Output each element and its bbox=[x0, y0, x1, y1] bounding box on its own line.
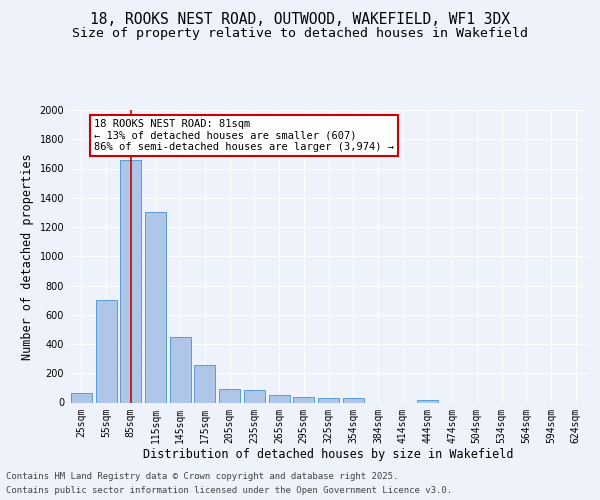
Bar bbox=[293, 396, 314, 402]
Bar bbox=[318, 398, 339, 402]
Bar bbox=[120, 160, 141, 402]
Y-axis label: Number of detached properties: Number of detached properties bbox=[21, 153, 34, 360]
X-axis label: Distribution of detached houses by size in Wakefield: Distribution of detached houses by size … bbox=[143, 448, 514, 461]
Bar bbox=[269, 395, 290, 402]
Bar bbox=[145, 212, 166, 402]
Bar bbox=[343, 398, 364, 402]
Text: Contains public sector information licensed under the Open Government Licence v3: Contains public sector information licen… bbox=[6, 486, 452, 495]
Bar bbox=[170, 338, 191, 402]
Bar bbox=[95, 300, 116, 402]
Bar bbox=[219, 390, 240, 402]
Text: 18, ROOKS NEST ROAD, OUTWOOD, WAKEFIELD, WF1 3DX: 18, ROOKS NEST ROAD, OUTWOOD, WAKEFIELD,… bbox=[90, 12, 510, 28]
Bar bbox=[71, 393, 92, 402]
Bar bbox=[244, 390, 265, 402]
Text: Contains HM Land Registry data © Crown copyright and database right 2025.: Contains HM Land Registry data © Crown c… bbox=[6, 472, 398, 481]
Bar bbox=[194, 365, 215, 403]
Text: 18 ROOKS NEST ROAD: 81sqm
← 13% of detached houses are smaller (607)
86% of semi: 18 ROOKS NEST ROAD: 81sqm ← 13% of detac… bbox=[94, 119, 394, 152]
Text: Size of property relative to detached houses in Wakefield: Size of property relative to detached ho… bbox=[72, 28, 528, 40]
Bar bbox=[417, 400, 438, 402]
